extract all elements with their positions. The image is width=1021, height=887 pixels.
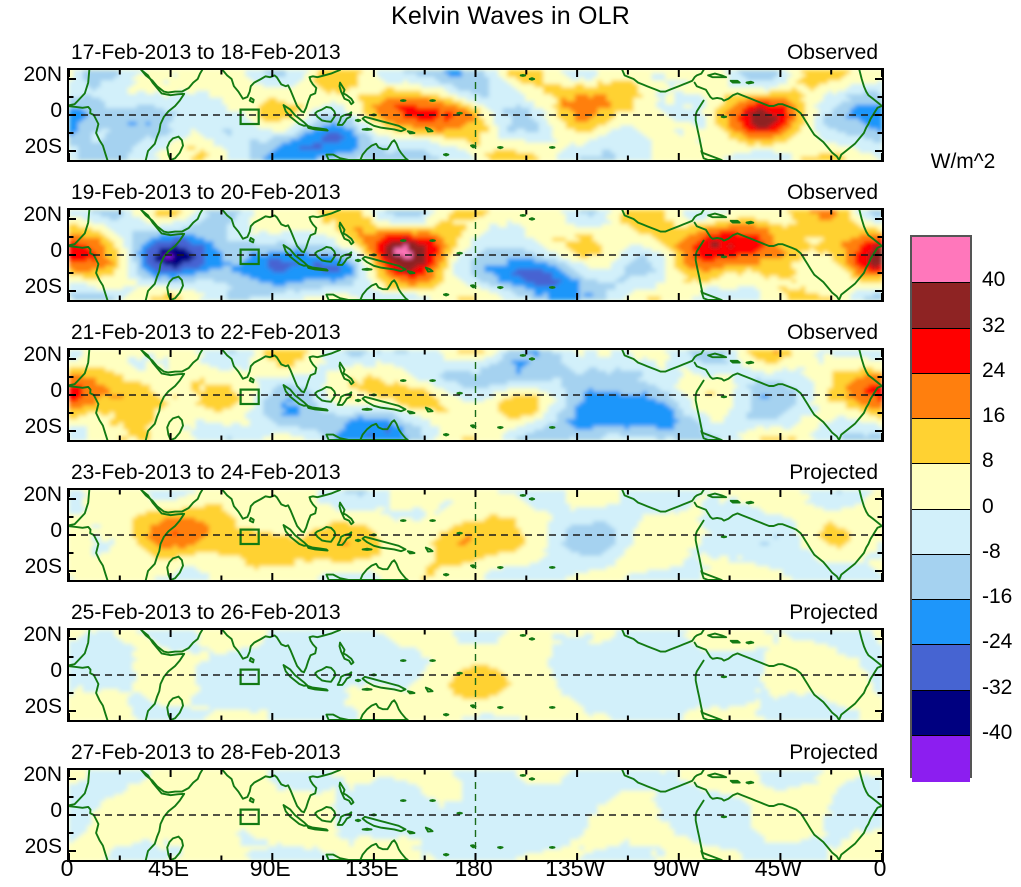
colorbar-tick-label: -40 — [982, 721, 1012, 745]
colorbar-tick-label: 24 — [982, 359, 1005, 383]
y-axis-label: 0 — [0, 799, 62, 823]
y-axis-label: 0 — [0, 99, 62, 123]
panel-date-range: 27-Feb-2013 to 28-Feb-2013 — [71, 741, 341, 765]
colorbar-band — [912, 372, 970, 420]
colorbar-tick-label: -32 — [982, 676, 1012, 700]
colorbar-band — [912, 553, 970, 601]
colorbar-band — [912, 508, 970, 556]
y-axis-label: 0 — [0, 659, 62, 683]
map-plot-area — [67, 348, 884, 442]
y-axis-label: 0 — [0, 519, 62, 543]
colorbar-tick-label: 0 — [982, 495, 994, 519]
y-axis-label: 20N — [0, 623, 62, 647]
colorbar-tick-label: 16 — [982, 404, 1005, 428]
y-axis-label: 20N — [0, 343, 62, 367]
map-plot-area — [67, 628, 884, 722]
colorbar-band — [912, 327, 970, 375]
y-axis-label: 20S — [0, 415, 62, 439]
y-axis-label: 20S — [0, 275, 62, 299]
y-axis-label: 20N — [0, 63, 62, 87]
colorbar-band — [912, 463, 970, 510]
x-axis-label: 135E — [345, 855, 399, 882]
map-plot-area — [67, 488, 884, 582]
y-axis-label: 20N — [0, 203, 62, 227]
colorbar-band — [912, 237, 970, 283]
panel-status-label: Observed — [787, 181, 878, 205]
colorbar-tick-label: 8 — [982, 449, 994, 473]
x-axis-label: 135W — [545, 855, 605, 882]
page-title: Kelvin Waves in OLR — [0, 2, 1021, 31]
colorbar-band — [912, 282, 970, 329]
panel-date-range: 25-Feb-2013 to 26-Feb-2013 — [71, 601, 341, 625]
x-axis-label: 45W — [755, 855, 802, 882]
x-axis-label: 45E — [148, 855, 189, 882]
colorbar-tick-label: 40 — [982, 268, 1005, 292]
y-axis-label: 20S — [0, 695, 62, 719]
panel-status-label: Observed — [787, 321, 878, 345]
y-axis-label: 20S — [0, 135, 62, 159]
panel-date-range: 23-Feb-2013 to 24-Feb-2013 — [71, 461, 341, 485]
colorbar-unit-label: W/m^2 — [908, 150, 1018, 174]
map-plot-area — [67, 68, 884, 162]
panel-date-range: 19-Feb-2013 to 20-Feb-2013 — [71, 181, 341, 205]
x-axis-label: 90E — [250, 855, 291, 882]
x-axis-label: 90W — [653, 855, 700, 882]
panel-status-label: Observed — [787, 41, 878, 65]
y-axis-label: 20N — [0, 483, 62, 507]
panel-status-label: Projected — [789, 741, 878, 765]
map-plot-area — [67, 208, 884, 302]
y-axis-label: 0 — [0, 379, 62, 403]
x-axis-label: 0 — [874, 855, 887, 882]
colorbar-band — [912, 734, 970, 782]
panel-date-range: 17-Feb-2013 to 18-Feb-2013 — [71, 41, 341, 65]
colorbar-tick-label: 32 — [982, 314, 1005, 338]
y-axis-label: 0 — [0, 239, 62, 263]
x-axis-label: 0 — [61, 855, 74, 882]
map-plot-area — [67, 768, 884, 862]
colorbar-band — [912, 599, 970, 646]
colorbar-tick-label: -24 — [982, 630, 1012, 654]
y-axis-label: 20S — [0, 555, 62, 579]
colorbar-band — [912, 644, 970, 691]
panel-status-label: Projected — [789, 601, 878, 625]
colorbar-tick-label: -8 — [982, 540, 1001, 564]
colorbar-band — [912, 689, 970, 737]
y-axis-label: 20N — [0, 763, 62, 787]
colorbar[interactable] — [910, 235, 972, 782]
y-axis-label: 20S — [0, 835, 62, 859]
panel-status-label: Projected — [789, 461, 878, 485]
colorbar-band — [912, 418, 970, 465]
panel-date-range: 21-Feb-2013 to 22-Feb-2013 — [71, 321, 341, 345]
colorbar-tick-label: -16 — [982, 585, 1012, 609]
x-axis-label: 180 — [454, 855, 492, 882]
